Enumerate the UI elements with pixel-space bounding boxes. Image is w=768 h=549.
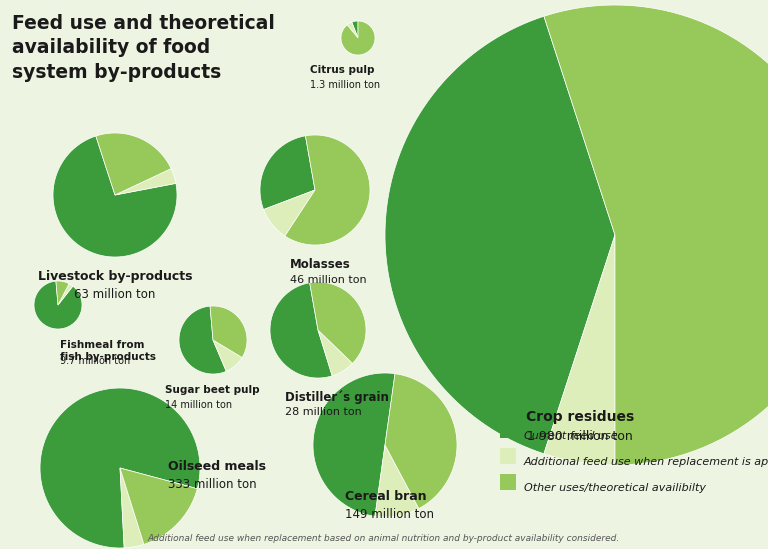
Polygon shape [115,169,176,195]
Text: Distiller´s grain: Distiller´s grain [285,390,389,404]
Polygon shape [310,282,366,363]
Text: 149 million ton: 149 million ton [345,508,434,521]
Text: Feed use and theoretical
availability of food
system by-products: Feed use and theoretical availability of… [12,14,275,81]
Text: 46 million ton: 46 million ton [290,275,366,285]
Text: Crop residues: Crop residues [526,410,634,424]
Text: Cereal bran: Cereal bran [345,490,427,503]
Text: 1.3 million ton: 1.3 million ton [310,81,380,91]
Polygon shape [210,306,247,357]
Text: Citrus pulp: Citrus pulp [310,65,375,75]
Text: 14 million ton: 14 million ton [165,401,232,411]
Text: 1 980 million ton: 1 980 million ton [527,430,633,443]
Text: Livestock by-products: Livestock by-products [38,270,192,283]
Polygon shape [385,16,615,453]
Text: Other uses/theoretical availibilty: Other uses/theoretical availibilty [524,483,706,493]
Text: Current feed use: Current feed use [524,431,617,441]
Polygon shape [34,281,82,329]
Bar [500,448,516,464]
Text: Molasses: Molasses [290,258,351,271]
Polygon shape [347,22,358,38]
Polygon shape [120,468,197,545]
Polygon shape [352,21,358,38]
Polygon shape [40,388,200,548]
Text: Sugar beet pulp: Sugar beet pulp [165,385,260,395]
Polygon shape [213,340,242,371]
Polygon shape [58,284,73,305]
Text: 28 million ton: 28 million ton [285,407,362,417]
Bar [500,474,516,490]
Bar [500,422,516,438]
Polygon shape [318,330,353,376]
Polygon shape [179,306,227,374]
Text: 63 million ton: 63 million ton [74,288,156,301]
Polygon shape [56,281,69,305]
Text: Oilseed meals: Oilseed meals [168,460,266,473]
Polygon shape [313,373,395,516]
Polygon shape [285,135,370,245]
Text: Fishmeal from
fish by-products: Fishmeal from fish by-products [60,340,156,362]
Polygon shape [96,133,171,195]
Polygon shape [120,468,144,548]
Polygon shape [260,136,315,210]
Polygon shape [270,283,333,378]
Text: Additional feed use when replacement based on animal nutrition and by-product av: Additional feed use when replacement bas… [148,534,620,543]
Polygon shape [385,374,457,508]
Polygon shape [263,190,315,236]
Polygon shape [544,235,615,465]
Text: Additional feed use when replacement is applied: Additional feed use when replacement is … [524,457,768,467]
Polygon shape [53,136,177,257]
Polygon shape [341,21,375,55]
Polygon shape [544,5,768,465]
Text: 9.7 million ton: 9.7 million ton [60,356,131,366]
Polygon shape [375,445,419,517]
Text: 333 million ton: 333 million ton [168,478,257,491]
